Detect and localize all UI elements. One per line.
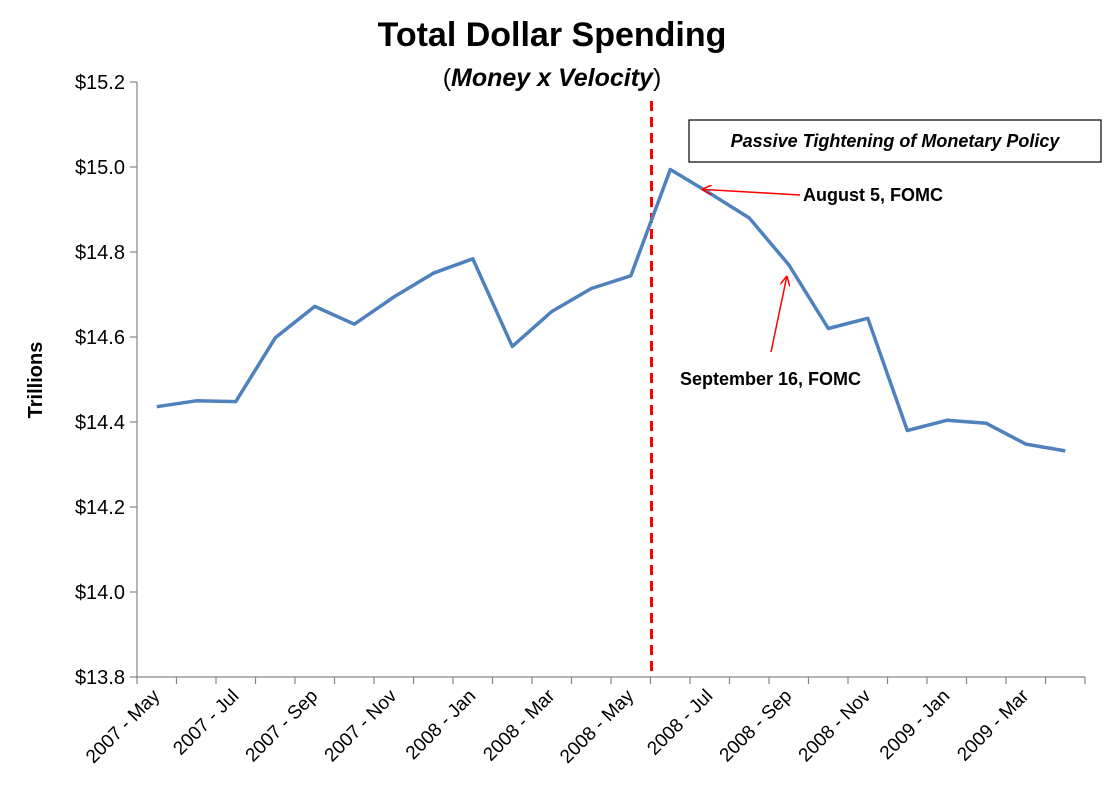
- subtitle-close: ): [653, 64, 661, 92]
- x-tick-label: 2007 - Jul: [169, 686, 243, 760]
- y-tick-label: $13.8: [75, 667, 125, 689]
- x-tick-label: 2007 - May: [82, 685, 164, 767]
- annotation-september: September 16, FOMC: [680, 369, 861, 389]
- x-tick-label: 2008 - Jul: [643, 686, 717, 760]
- arrow-september: [770, 277, 787, 353]
- chart-title: Total Dollar Spending: [378, 16, 727, 54]
- x-tick-label: 2008 - Jan: [402, 686, 480, 764]
- annotation-august: August 5, FOMC: [803, 185, 943, 205]
- y-tick-label: $14.8: [75, 242, 125, 264]
- annotations: Passive Tightening of Monetary Policy Aug…: [680, 119, 1102, 389]
- x-tick-label: 2007 - Nov: [321, 685, 402, 766]
- passive-tightening-label: Passive Tightening of Monetary Policy: [731, 131, 1061, 151]
- subtitle-open: (: [443, 64, 452, 92]
- x-tick-label: 2008 - Nov: [795, 685, 876, 766]
- x-tick-label: 2008 - May: [556, 685, 638, 767]
- x-tick-label: 2008 - Sep: [716, 686, 797, 767]
- series-line: [156, 167, 1066, 453]
- y-ticks: $13.8 $14.0 $14.2 $14.4 $14.6 $14.8 $15.0 $15.2: [75, 72, 137, 689]
- x-tick-label: 2009 - Jan: [876, 686, 954, 764]
- y-tick-label: $14.0: [75, 582, 125, 604]
- y-tick-label: $14.2: [75, 497, 125, 519]
- x-tick-label: 2008 - Mar: [479, 685, 559, 765]
- y-tick-label: $15.2: [75, 72, 125, 94]
- chart-subtitle: (Money x Velocity): [443, 64, 662, 92]
- y-axis-label: Trillions: [25, 342, 47, 419]
- y-tick-label: $14.6: [75, 327, 125, 349]
- arrow-august: [703, 189, 801, 196]
- series-group: [156, 167, 1066, 453]
- passive-tightening-box: [688, 119, 1102, 163]
- x-tick-label: 2009 - Mar: [953, 685, 1033, 765]
- y-tick-label: $15.0: [75, 157, 125, 179]
- y-tick-label: $14.4: [75, 412, 125, 434]
- subtitle-italic: Money x Velocity: [451, 64, 654, 92]
- x-tick-label: 2007 - Sep: [242, 686, 323, 767]
- axes: [136, 82, 1085, 678]
